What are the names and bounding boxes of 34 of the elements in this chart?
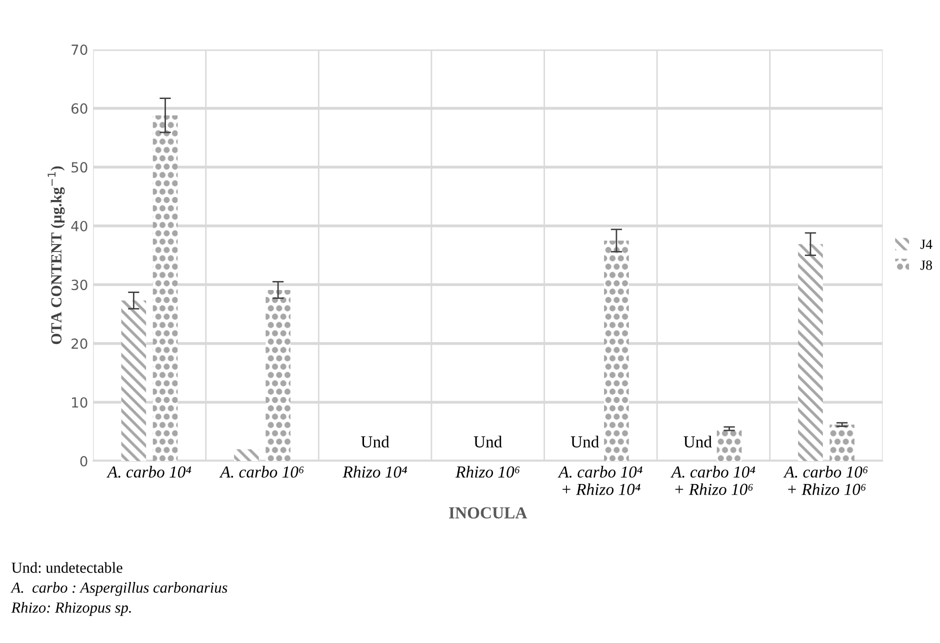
x-tick-label: A. carbo 10⁴ + Rhizo 10⁴ <box>558 466 642 496</box>
x-tick-label: Rhizo 10⁶ <box>455 466 520 478</box>
x-tick-label: A. carbo 10⁶ + Rhizo 10⁶ <box>783 466 868 496</box>
y-tick-label: 0 <box>80 456 88 467</box>
text: Und <box>474 436 502 448</box>
text: Und <box>684 436 712 448</box>
bar <box>830 424 854 462</box>
y-tick-label: 70 <box>72 44 88 55</box>
legend-label: J8 <box>920 260 932 270</box>
text: Und <box>361 436 390 448</box>
bar <box>604 240 629 462</box>
y-axis-title: OTA CONTENT (µg.kg$^{−1}$) <box>48 166 65 344</box>
y-tick-label: 20 <box>72 338 88 349</box>
x-tick-label: A. carbo 10⁴ + Rhizo 10⁶ <box>670 466 756 496</box>
bar <box>121 300 146 462</box>
x-tick-label: Rhizo 10⁴ <box>342 466 408 478</box>
text: Und <box>570 436 600 448</box>
y-tick-label: 40 <box>71 220 88 232</box>
text: Und: undetectable <box>12 562 122 573</box>
bar <box>798 244 823 462</box>
x-axis-title: INOCULA <box>449 507 528 518</box>
y-tick-label: 10 <box>72 397 88 408</box>
x-tick-label: A. carbo 10⁶ <box>219 466 304 478</box>
y-tick-label: 50 <box>72 162 88 173</box>
legend-label: J4 <box>920 240 932 249</box>
x-tick-label: A. carbo 10⁴ <box>106 466 192 478</box>
y-tick-label: 30 <box>72 280 88 290</box>
bar <box>716 428 742 462</box>
bar <box>234 449 259 462</box>
text: A. carbo : Aspergillus carbonarius <box>10 582 228 596</box>
bar <box>152 115 178 462</box>
text: Rhizo: Rhizopus sp. <box>11 602 131 616</box>
y-tick-label: 60 <box>71 103 88 114</box>
bar <box>266 290 290 462</box>
